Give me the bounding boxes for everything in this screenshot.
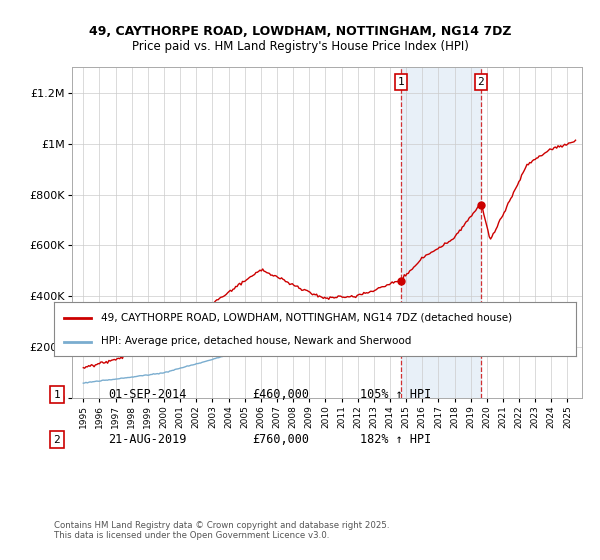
Text: 1: 1 xyxy=(53,390,61,400)
Text: £460,000: £460,000 xyxy=(252,388,309,402)
Text: 1: 1 xyxy=(397,77,404,87)
Text: 2: 2 xyxy=(53,435,61,445)
Text: 105% ↑ HPI: 105% ↑ HPI xyxy=(360,388,431,402)
Text: Contains HM Land Registry data © Crown copyright and database right 2025.
This d: Contains HM Land Registry data © Crown c… xyxy=(54,521,389,540)
Bar xyxy=(401,67,481,398)
Text: 2: 2 xyxy=(478,77,484,87)
Text: 182% ↑ HPI: 182% ↑ HPI xyxy=(360,433,431,446)
Text: Price paid vs. HM Land Registry's House Price Index (HPI): Price paid vs. HM Land Registry's House … xyxy=(131,40,469,53)
Text: HPI: Average price, detached house, Newark and Sherwood: HPI: Average price, detached house, Newa… xyxy=(101,336,412,346)
Text: £760,000: £760,000 xyxy=(252,433,309,446)
Text: 49, CAYTHORPE ROAD, LOWDHAM, NOTTINGHAM, NG14 7DZ (detached house): 49, CAYTHORPE ROAD, LOWDHAM, NOTTINGHAM,… xyxy=(101,312,512,323)
Text: 01-SEP-2014: 01-SEP-2014 xyxy=(108,388,187,402)
Text: 21-AUG-2019: 21-AUG-2019 xyxy=(108,433,187,446)
Text: 49, CAYTHORPE ROAD, LOWDHAM, NOTTINGHAM, NG14 7DZ: 49, CAYTHORPE ROAD, LOWDHAM, NOTTINGHAM,… xyxy=(89,25,511,38)
